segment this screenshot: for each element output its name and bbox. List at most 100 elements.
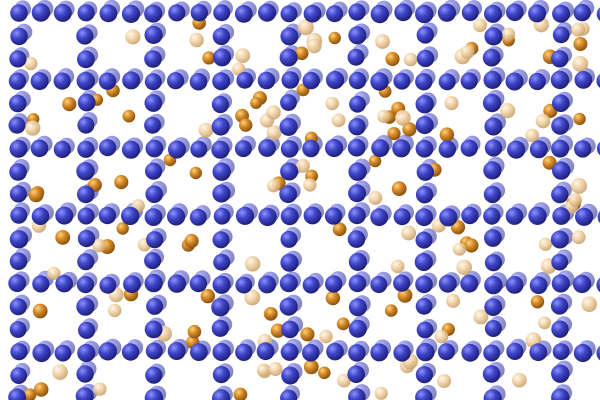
lattice-atom	[146, 297, 164, 315]
lattice-atom	[280, 253, 299, 272]
lattice-atom	[482, 365, 501, 383]
interstitial-atom-tan	[571, 177, 587, 194]
lattice-atom	[99, 4, 118, 23]
lattice-atom	[484, 4, 502, 23]
interstitial-atom-tan	[525, 128, 540, 143]
lattice-atom	[281, 366, 300, 385]
lattice-atom	[167, 72, 185, 90]
interstitial-atom-orange	[439, 127, 455, 142]
interstitial-atom-tan	[189, 32, 204, 48]
lattice-atom	[145, 342, 163, 360]
lattice-atom	[213, 253, 231, 271]
lattice-atom	[144, 73, 162, 91]
interstitial-atom-tan	[337, 373, 351, 388]
lattice-atom	[393, 274, 411, 292]
lattice-atom	[279, 274, 298, 293]
lattice-atom	[281, 71, 300, 89]
lattice-atom	[574, 71, 593, 89]
interstitial-atom-tan	[268, 362, 283, 376]
lattice-atom	[211, 298, 230, 317]
lattice-atom	[144, 94, 163, 112]
lattice-atom	[55, 274, 73, 293]
lattice-atom	[9, 163, 27, 181]
lattice-atom	[371, 139, 390, 158]
lattice-atom	[145, 139, 164, 158]
lattice-atom	[77, 253, 95, 271]
interstitial-atom-orange	[270, 323, 286, 338]
lattice-atom	[597, 211, 600, 223]
interstitial-atom-tan	[452, 242, 467, 256]
lattice-atom	[596, 7, 600, 21]
lattice-atom	[416, 49, 435, 68]
lattice-atom	[31, 3, 51, 22]
lattice-atom	[122, 71, 141, 90]
lattice-atom	[528, 4, 547, 23]
lattice-atom	[235, 206, 255, 225]
lattice-atom	[167, 274, 187, 293]
lattice-atom	[348, 3, 366, 21]
lattice-atom	[123, 275, 141, 294]
lattice-atom	[415, 297, 433, 315]
lattice-atom	[8, 72, 27, 90]
interstitial-atom-tan	[538, 316, 551, 330]
lattice-atom	[484, 139, 503, 157]
interstitial-atom-orange	[250, 97, 263, 109]
lattice-atom	[256, 342, 275, 361]
lattice-atom	[415, 275, 433, 294]
lattice-atom	[483, 185, 502, 204]
lattice-atom	[438, 274, 457, 293]
lattice-atom	[236, 71, 254, 89]
lattice-atom	[279, 297, 298, 316]
interstitial-atom-orange	[200, 288, 215, 304]
lattice-atom	[78, 321, 96, 339]
lattice-atom	[10, 206, 28, 224]
lattice-atom	[347, 230, 366, 248]
lattice-atom	[325, 275, 343, 293]
lattice-atom	[9, 185, 27, 203]
lattice-atom	[437, 3, 456, 22]
lattice-atom	[303, 4, 322, 23]
lattice-atom	[54, 344, 72, 362]
interstitial-atom-tan	[24, 56, 38, 71]
lattice-atom	[574, 140, 592, 158]
lattice-atom	[348, 184, 367, 203]
lattice-atom	[8, 116, 26, 134]
interstitial-atom-tan	[235, 48, 251, 63]
interstitial-atom-tan	[446, 293, 461, 308]
lattice-atom	[437, 343, 455, 361]
interstitial-atom-tan	[444, 96, 459, 111]
lattice-atom	[393, 208, 411, 226]
lattice-atom	[302, 343, 320, 362]
lattice-atom	[483, 344, 501, 362]
lattice-atom	[348, 71, 367, 90]
interstitial-atom-orange	[325, 290, 341, 306]
interstitial-atom-tan	[47, 266, 61, 280]
lattice-atom	[211, 95, 229, 114]
lattice-atom	[460, 274, 479, 293]
lattice-atom	[280, 5, 298, 23]
lattice-atom	[394, 3, 413, 22]
lattice-atom	[370, 4, 389, 24]
lattice-atom	[76, 276, 95, 294]
lattice-atom	[98, 342, 118, 361]
lattice-atom	[76, 162, 95, 181]
interstitial-atom-tan	[244, 255, 261, 272]
interstitial-atom-tan	[256, 363, 270, 377]
lattice-atom	[77, 185, 95, 204]
lattice-atom	[596, 141, 600, 156]
interstitial-atom-orange	[33, 382, 49, 397]
lattice-atom	[9, 50, 27, 68]
lattice-atom	[76, 71, 96, 91]
lattice-atom	[235, 276, 253, 294]
lattice-atom	[415, 186, 434, 204]
lattice-atom	[575, 207, 594, 226]
lattice-atom	[99, 139, 117, 157]
interstitial-atom-tan	[25, 120, 41, 136]
lattice-atom	[393, 72, 411, 90]
lattice-atom	[551, 116, 570, 135]
interstitial-atom-tan	[374, 386, 388, 400]
lattice-atom	[145, 185, 163, 203]
lattice-atom	[8, 274, 27, 293]
lattice-atom	[348, 344, 366, 362]
lattice-atom	[326, 342, 344, 361]
